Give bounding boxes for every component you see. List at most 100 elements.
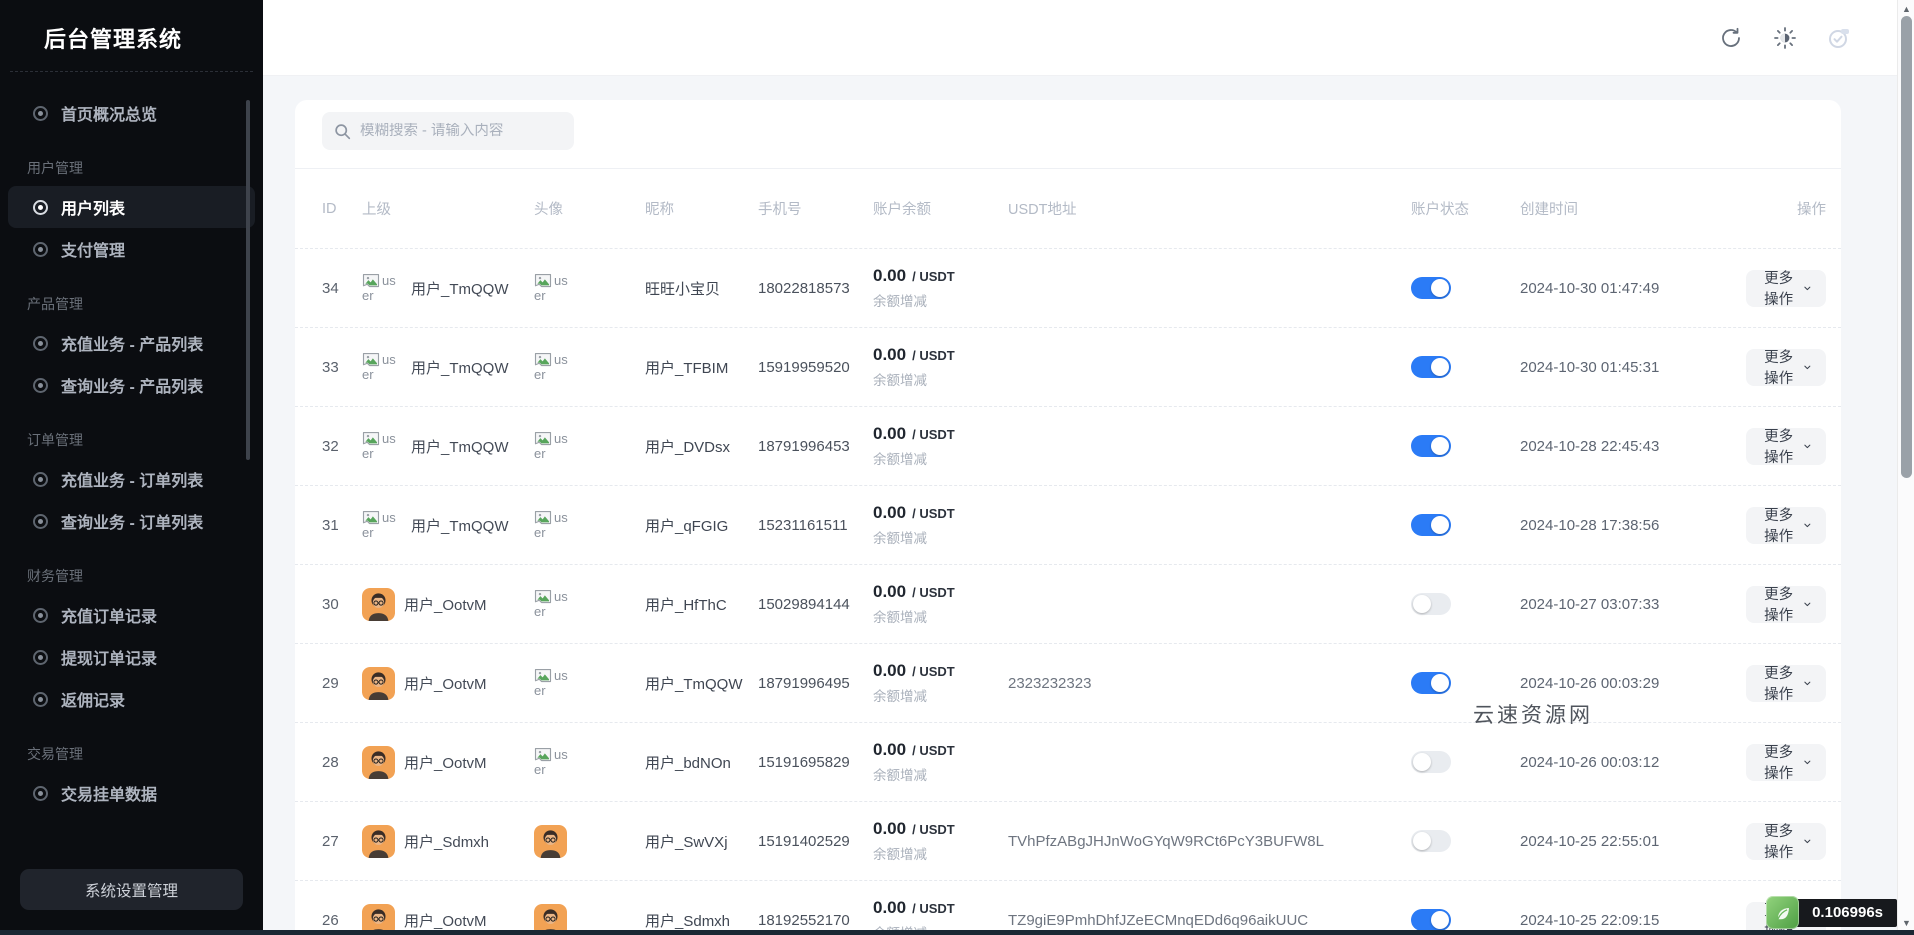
balance-unit: / USDT <box>912 743 955 758</box>
more-actions-button[interactable]: 更多操作 <box>1746 348 1826 387</box>
more-actions-button[interactable]: 更多操作 <box>1746 506 1826 545</box>
balance-adjust-link[interactable]: 余额增减 <box>873 373 927 388</box>
status-toggle[interactable] <box>1411 356 1451 378</box>
more-actions-button[interactable]: 更多操作 <box>1746 822 1826 861</box>
toggle-knob <box>1431 437 1449 455</box>
cell-actions: 更多操作 <box>1746 348 1826 387</box>
cell-parent: 用户_OotvM <box>362 745 534 779</box>
cell-actions: 更多操作 <box>1746 743 1826 782</box>
scrollbar-thumb[interactable] <box>1901 16 1912 478</box>
column-header-usdt: USDT地址 <box>1008 202 1077 218</box>
cell-nickname: 用户_Sdmxh <box>645 912 731 930</box>
cell-nickname: 旺旺小宝贝 <box>645 280 721 298</box>
cell-id: 27 <box>322 832 339 850</box>
toggle-knob <box>1431 358 1449 376</box>
green-leaf-icon[interactable] <box>1766 896 1800 929</box>
content-area: ID 上级 头像 昵称 手机号 账户余额 USDT地址 账户状态 创建时间 操作 34 user 用户… <box>263 76 1897 935</box>
status-toggle[interactable] <box>1411 435 1451 457</box>
menu-ring-dot <box>38 696 43 702</box>
more-actions-button[interactable]: 更多操作 <box>1746 269 1826 308</box>
sidebar-item-返佣记录[interactable]: 返佣记录 <box>8 678 255 720</box>
user-list-card: ID 上级 头像 昵称 手机号 账户余额 USDT地址 账户状态 创建时间 操作 34 user 用户… <box>295 100 1841 935</box>
parent-name: 用户_TmQQW <box>411 438 509 456</box>
cell-actions: 更多操作 <box>1746 506 1826 545</box>
sidebar-item-label: 充值业务 - 产品列表 <box>61 337 204 354</box>
chevron-down-icon <box>1804 760 1811 764</box>
balance-adjust-link[interactable]: 余额增减 <box>873 452 927 467</box>
more-actions-button[interactable]: 更多操作 <box>1746 664 1826 703</box>
more-actions-label: 更多操作 <box>1764 745 1794 782</box>
cell-phone: 18192552170 <box>758 911 850 929</box>
scroll-down-icon[interactable]: ▼ <box>1902 918 1911 928</box>
cell-created-time: 2024-10-27 03:07:33 <box>1520 595 1660 613</box>
sidebar-item-用户列表[interactable]: 用户列表 <box>8 186 255 228</box>
menu-ring-dot <box>38 476 43 482</box>
balance-amount: 0.00 <box>873 740 907 759</box>
cell-nickname: 用户_qFGIG <box>645 517 729 535</box>
status-toggle[interactable] <box>1411 277 1451 299</box>
sidebar-item-交易挂单数据[interactable]: 交易挂单数据 <box>8 772 255 814</box>
user-alt-text: user <box>534 667 568 698</box>
balance-adjust-link[interactable]: 余额增减 <box>873 294 927 309</box>
debug-toolbar: 0.106996s <box>1766 896 1897 929</box>
balance-adjust-link[interactable]: 余额增减 <box>873 847 927 862</box>
column-header-nickname: 昵称 <box>645 202 674 218</box>
cell-nickname: 用户_HfThC <box>645 596 727 614</box>
toggle-knob <box>1431 279 1449 297</box>
status-toggle[interactable] <box>1411 830 1451 852</box>
status-toggle[interactable] <box>1411 514 1451 536</box>
cell-avatar: user <box>534 431 645 462</box>
search-box <box>322 112 574 150</box>
sidebar-item-label: 查询业务 - 订单列表 <box>61 515 204 532</box>
status-check-icon[interactable] <box>1827 26 1851 50</box>
cell-parent: 用户_OotvM <box>362 666 534 700</box>
user-alt-text: user <box>534 746 568 777</box>
cell-nickname: 用户_bdNOn <box>645 754 731 772</box>
sidebar-section-label: 交易管理 <box>27 746 83 762</box>
status-toggle[interactable] <box>1411 909 1451 931</box>
cell-phone: 15231161511 <box>758 516 848 534</box>
menu-ring-icon <box>33 513 48 529</box>
sidebar-item-查询业务 - 产品列表[interactable]: 查询业务 - 产品列表 <box>8 364 255 406</box>
sidebar-item-查询业务 - 订单列表[interactable]: 查询业务 - 订单列表 <box>8 500 255 542</box>
system-settings-button[interactable]: 系统设置管理 <box>20 869 243 910</box>
refresh-icon[interactable] <box>1719 26 1743 50</box>
more-actions-button[interactable]: 更多操作 <box>1746 585 1826 624</box>
sidebar-item-充值业务 - 产品列表[interactable]: 充值业务 - 产品列表 <box>8 322 255 364</box>
sidebar-item-首页概况总览[interactable]: 首页概况总览 <box>8 92 255 134</box>
search-input[interactable] <box>360 123 562 139</box>
cell-actions: 更多操作 <box>1746 664 1826 703</box>
menu-ring-dot <box>38 654 43 660</box>
table-row: 27 用户_Sdmxh 用户_SwVXj 15191402529 0.00 / USDT 余… <box>295 801 1841 880</box>
menu-ring-dot <box>38 518 43 524</box>
cell-nickname: 用户_TFBIM <box>645 359 729 377</box>
sidebar-item-充值业务 - 订单列表[interactable]: 充值业务 - 订单列表 <box>8 458 255 500</box>
cell-status <box>1411 830 1520 852</box>
theme-brightness-icon[interactable] <box>1773 26 1797 50</box>
sidebar-item-提现订单记录[interactable]: 提现订单记录 <box>8 636 255 678</box>
more-actions-label: 更多操作 <box>1764 429 1794 466</box>
scroll-up-icon[interactable]: ▲ <box>1902 4 1911 14</box>
balance-adjust-link[interactable]: 余额增减 <box>873 531 927 546</box>
balance-amount: 0.00 <box>873 898 907 917</box>
balance-adjust-link[interactable]: 余额增减 <box>873 610 927 625</box>
page-scrollbar[interactable]: ▲ ▼ <box>1897 0 1914 935</box>
more-actions-button[interactable]: 更多操作 <box>1746 427 1826 466</box>
sidebar-item-支付管理[interactable]: 支付管理 <box>8 228 255 270</box>
sidebar-scrollbar[interactable] <box>246 100 250 460</box>
balance-adjust-link[interactable]: 余额增减 <box>873 768 927 783</box>
status-toggle[interactable] <box>1411 751 1451 773</box>
user-broken-image: user <box>534 668 574 698</box>
status-toggle[interactable] <box>1411 672 1451 694</box>
search-icon <box>335 123 351 139</box>
balance-adjust-link[interactable]: 余额增减 <box>873 689 927 704</box>
more-actions-button[interactable]: 更多操作 <box>1746 743 1826 782</box>
status-toggle[interactable] <box>1411 593 1451 615</box>
menu-ring-icon <box>33 241 48 257</box>
card-toolbar <box>295 100 1841 169</box>
menu-ring-icon <box>33 649 48 665</box>
sidebar-item-充值订单记录[interactable]: 充值订单记录 <box>8 594 255 636</box>
balance-unit: / USDT <box>912 269 955 284</box>
